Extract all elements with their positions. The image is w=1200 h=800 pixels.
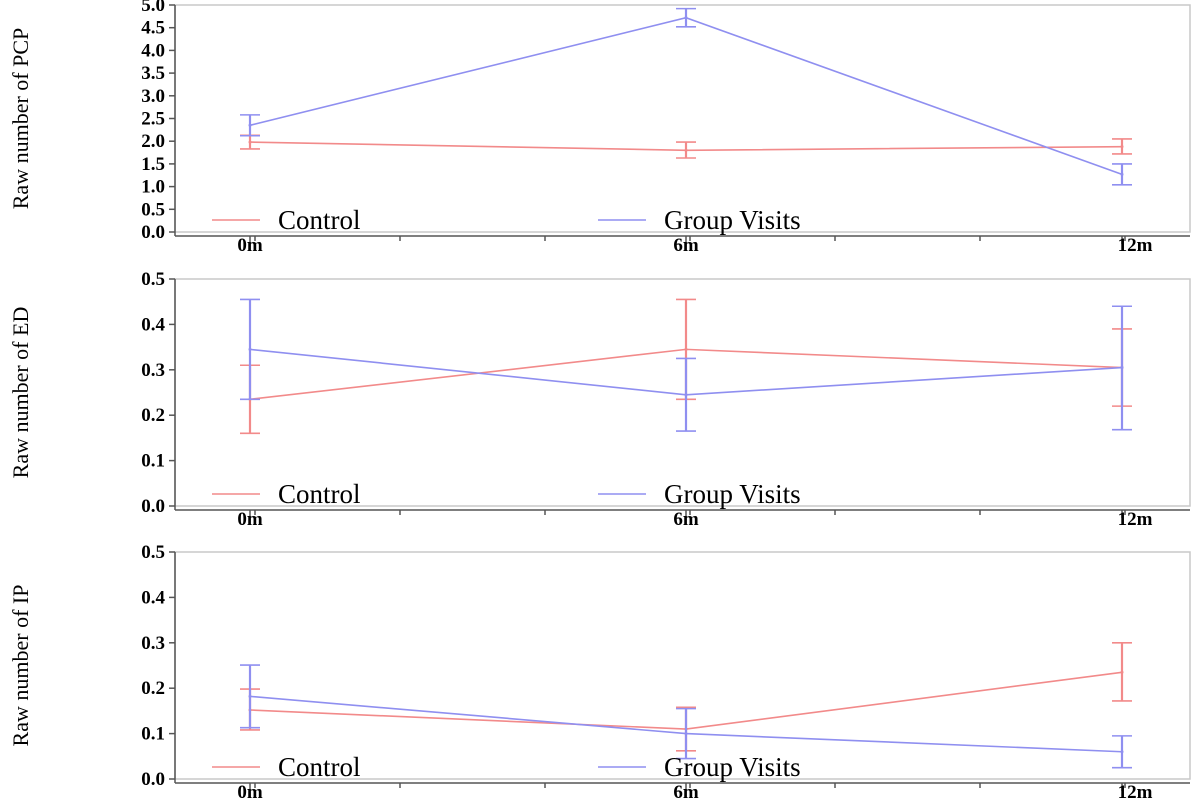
y-tick-label: 0.0 <box>141 222 165 243</box>
y-tick-label: 3.5 <box>141 63 165 84</box>
x-tick-label: 6m <box>673 782 699 800</box>
x-tick-label: 12m <box>1118 782 1153 800</box>
x-tick-label: 0m <box>237 509 263 530</box>
y-tick-label: 0.5 <box>141 542 165 563</box>
legend-item-group-visits: Group Visits <box>598 205 801 235</box>
chart-panel-2: Raw number of ED 0.0 0.1 0.2 0.3 0.4 0.5 0m 6m 12… <box>8 269 1191 530</box>
legend-label: Control <box>278 205 361 235</box>
chart-panel-1: Raw number of PCP 0.00.51.01.52.02.53.03.… <box>8 0 1191 256</box>
legend-label: Control <box>278 479 361 509</box>
data-point <box>248 694 252 698</box>
y-tick-label: 0.1 <box>141 724 165 745</box>
y-tick-label: 0.4 <box>141 314 165 335</box>
y-tick-label: 0.3 <box>141 633 165 654</box>
y-tick-label: 0.0 <box>141 769 165 790</box>
legend-item-control: Control <box>212 479 361 509</box>
data-point <box>1120 145 1124 149</box>
data-point <box>1120 172 1124 176</box>
legend-item-control: Control <box>212 205 361 235</box>
plot-frame <box>174 551 1191 780</box>
plot-frame <box>174 4 1191 233</box>
legend-label: Group Visits <box>664 479 801 509</box>
x-tick-label: 6m <box>673 235 699 256</box>
data-point <box>248 347 252 351</box>
x-tick-label: 12m <box>1118 235 1153 256</box>
y-axis-title: Raw number of IP <box>8 585 33 747</box>
y-tick-label: 2.0 <box>141 131 165 152</box>
y-tick-label: 5.0 <box>141 0 165 16</box>
legend-label: Group Visits <box>664 752 801 782</box>
legend-item-group-visits: Group Visits <box>598 479 801 509</box>
data-point <box>1120 366 1124 370</box>
legend-item-control: Control <box>212 752 361 782</box>
data-point <box>684 347 688 351</box>
series-control <box>240 134 1132 159</box>
series-group-visits <box>240 7 1132 186</box>
x-tick-label: 6m <box>673 509 699 530</box>
y-tick-label: 2.5 <box>141 109 165 130</box>
y-tick-label: 1.5 <box>141 154 165 175</box>
x-tick-label: 12m <box>1118 509 1153 530</box>
y-tick-label: 4.0 <box>141 40 165 61</box>
y-tick-label: 0.2 <box>141 405 165 426</box>
legend: Control Group Visits <box>212 479 801 509</box>
y-tick-label: 0.2 <box>141 678 165 699</box>
data-point <box>248 123 252 127</box>
legend: Control Group Visits <box>212 752 801 782</box>
chart-panel-3: Raw number of IP 0.0 0.1 0.2 0.3 0.4 0.5 0m 6m 12… <box>8 542 1191 800</box>
legend-label: Group Visits <box>664 205 801 235</box>
data-point <box>1120 750 1124 754</box>
y-tick-label: 1.0 <box>141 177 165 198</box>
legend-label: Control <box>278 752 361 782</box>
y-tick-label: 0.1 <box>141 451 165 472</box>
series-group-visits <box>240 298 1132 432</box>
legend-item-group-visits: Group Visits <box>598 752 801 782</box>
data-point <box>248 140 252 144</box>
data-point <box>684 393 688 397</box>
y-axis-title: Raw number of PCP <box>8 28 33 210</box>
y-tick-label: 0.3 <box>141 360 165 381</box>
plot-frame <box>174 278 1191 507</box>
y-tick-label: 0.4 <box>141 587 165 608</box>
y-tick-label: 0.0 <box>141 496 165 517</box>
y-tick-label: 3.0 <box>141 86 165 107</box>
data-point <box>1120 670 1124 674</box>
data-point <box>684 16 688 20</box>
x-tick-label: 0m <box>237 235 263 256</box>
data-point <box>684 148 688 152</box>
legend: Control Group Visits <box>212 205 801 235</box>
series-group-visits <box>240 664 1132 769</box>
data-point <box>684 732 688 736</box>
y-axis-title: Raw number of ED <box>8 307 33 479</box>
x-tick-label: 0m <box>237 782 263 800</box>
y-tick-label: 0.5 <box>141 199 165 220</box>
y-tick-label: 0.5 <box>141 269 165 290</box>
y-tick-label: 4.5 <box>141 18 165 39</box>
